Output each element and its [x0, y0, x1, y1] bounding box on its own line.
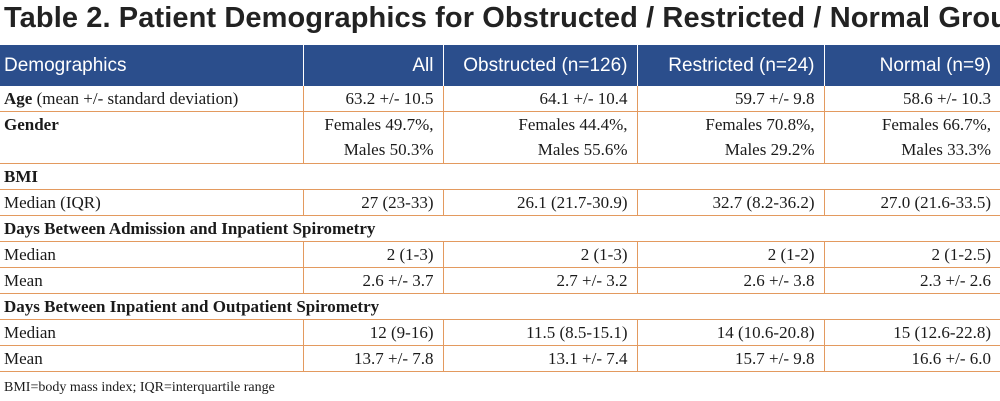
outpatient-mean-all: 13.7 +/- 7.8 — [303, 345, 444, 372]
gender-obstructed-females: Females 44.4%, — [518, 115, 628, 134]
outpatient-mean-restricted: 15.7 +/- 9.8 — [637, 345, 825, 372]
bmi-section-heading: BMI — [0, 163, 1000, 190]
bmi-median-all: 27 (23-33) — [303, 189, 444, 216]
outpatient-median-restricted: 14 (10.6-20.8) — [637, 319, 825, 346]
admission-mean-obstructed: 2.7 +/- 3.2 — [443, 267, 638, 294]
outpatient-section-row: Days Between Inpatient and Outpatient Sp… — [0, 293, 1000, 320]
outpatient-mean-obstructed: 13.1 +/- 7.4 — [443, 345, 638, 372]
age-restricted: 59.7 +/- 9.8 — [637, 86, 825, 112]
gender-normal-females: Females 66.7%, — [881, 115, 991, 134]
bmi-section-row: BMI — [0, 163, 1000, 190]
age-obstructed: 64.1 +/- 10.4 — [443, 86, 638, 112]
outpatient-mean-row: Mean 13.7 +/- 7.8 13.1 +/- 7.4 15.7 +/- … — [0, 345, 1000, 372]
outpatient-section-heading: Days Between Inpatient and Outpatient Sp… — [0, 293, 1000, 320]
outpatient-median-row: Median 12 (9-16) 11.5 (8.5-15.1) 14 (10.… — [0, 319, 1000, 346]
admission-median-label: Median — [0, 241, 304, 268]
outpatient-median-normal: 15 (12.6-22.8) — [824, 319, 1000, 346]
table-footnote: BMI=body mass index; IQR=interquartile r… — [4, 380, 275, 395]
admission-mean-restricted: 2.6 +/- 3.8 — [637, 267, 825, 294]
bmi-median-row: Median (IQR) 27 (23-33) 26.1 (21.7-30.9)… — [0, 189, 1000, 216]
gender-restricted-females: Females 70.8%, — [705, 115, 815, 134]
header-restricted: Restricted (n=24) — [637, 45, 825, 86]
bmi-median-normal: 27.0 (21.6-33.5) — [824, 189, 1000, 216]
outpatient-mean-normal: 16.6 +/- 6.0 — [824, 345, 1000, 372]
header-normal: Normal (n=9) — [824, 45, 1000, 86]
outpatient-median-label: Median — [0, 319, 304, 346]
gender-restricted-males: Males 29.2% — [724, 140, 815, 159]
admission-median-normal: 2 (1-2.5) — [824, 241, 1000, 268]
age-label-bold: Age — [4, 88, 33, 108]
header-obstructed: Obstructed (n=126) — [443, 45, 638, 86]
admission-section-row: Days Between Admission and Inpatient Spi… — [0, 215, 1000, 242]
admission-mean-normal: 2.3 +/- 2.6 — [824, 267, 1000, 294]
bmi-median-obstructed: 26.1 (21.7-30.9) — [443, 189, 638, 216]
admission-mean-all: 2.6 +/- 3.7 — [303, 267, 444, 294]
outpatient-median-all: 12 (9-16) — [303, 319, 444, 346]
gender-obstructed: Females 44.4%, Males 55.6% — [443, 111, 638, 164]
outpatient-mean-label: Mean — [0, 345, 304, 372]
gender-normal-males: Males 33.3% — [901, 140, 991, 159]
gender-all-females: Females 49.7%, — [324, 115, 434, 134]
admission-median-row: Median 2 (1-3) 2 (1-3) 2 (1-2) 2 (1-2.5) — [0, 241, 1000, 268]
header-demographics: Demographics — [0, 45, 304, 86]
gender-all: Females 49.7%, Males 50.3% — [303, 111, 444, 164]
demographics-table: Demographics All Obstructed (n=126) Rest… — [0, 45, 1000, 372]
header-row: Demographics All Obstructed (n=126) Rest… — [0, 45, 1000, 86]
admission-section-heading: Days Between Admission and Inpatient Spi… — [0, 215, 1000, 242]
age-label-rest: (mean +/- standard deviation) — [32, 88, 239, 108]
admission-median-all: 2 (1-3) — [303, 241, 444, 268]
age-label: Age (mean +/- standard deviation) — [0, 86, 304, 112]
gender-row: Gender Females 49.7%, Males 50.3% Females… — [0, 111, 1000, 164]
gender-all-males: Males 50.3% — [343, 140, 434, 159]
header-all: All — [303, 45, 444, 86]
bmi-median-label: Median (IQR) — [0, 189, 304, 216]
gender-normal: Females 66.7%, Males 33.3% — [824, 111, 1000, 164]
table-title: Table 2. Patient Demographics for Obstru… — [4, 2, 1000, 34]
gender-obstructed-males: Males 55.6% — [537, 140, 628, 159]
admission-median-restricted: 2 (1-2) — [637, 241, 825, 268]
admission-mean-label: Mean — [0, 267, 304, 294]
bmi-median-restricted: 32.7 (8.2-36.2) — [637, 189, 825, 216]
admission-mean-row: Mean 2.6 +/- 3.7 2.7 +/- 3.2 2.6 +/- 3.8… — [0, 267, 1000, 294]
admission-median-obstructed: 2 (1-3) — [443, 241, 638, 268]
age-row: Age (mean +/- standard deviation) 63.2 +… — [0, 86, 1000, 112]
age-all: 63.2 +/- 10.5 — [303, 86, 444, 112]
gender-restricted: Females 70.8%, Males 29.2% — [637, 111, 825, 164]
gender-label: Gender — [0, 111, 304, 164]
outpatient-median-obstructed: 11.5 (8.5-15.1) — [443, 319, 638, 346]
age-normal: 58.6 +/- 10.3 — [824, 86, 1000, 112]
